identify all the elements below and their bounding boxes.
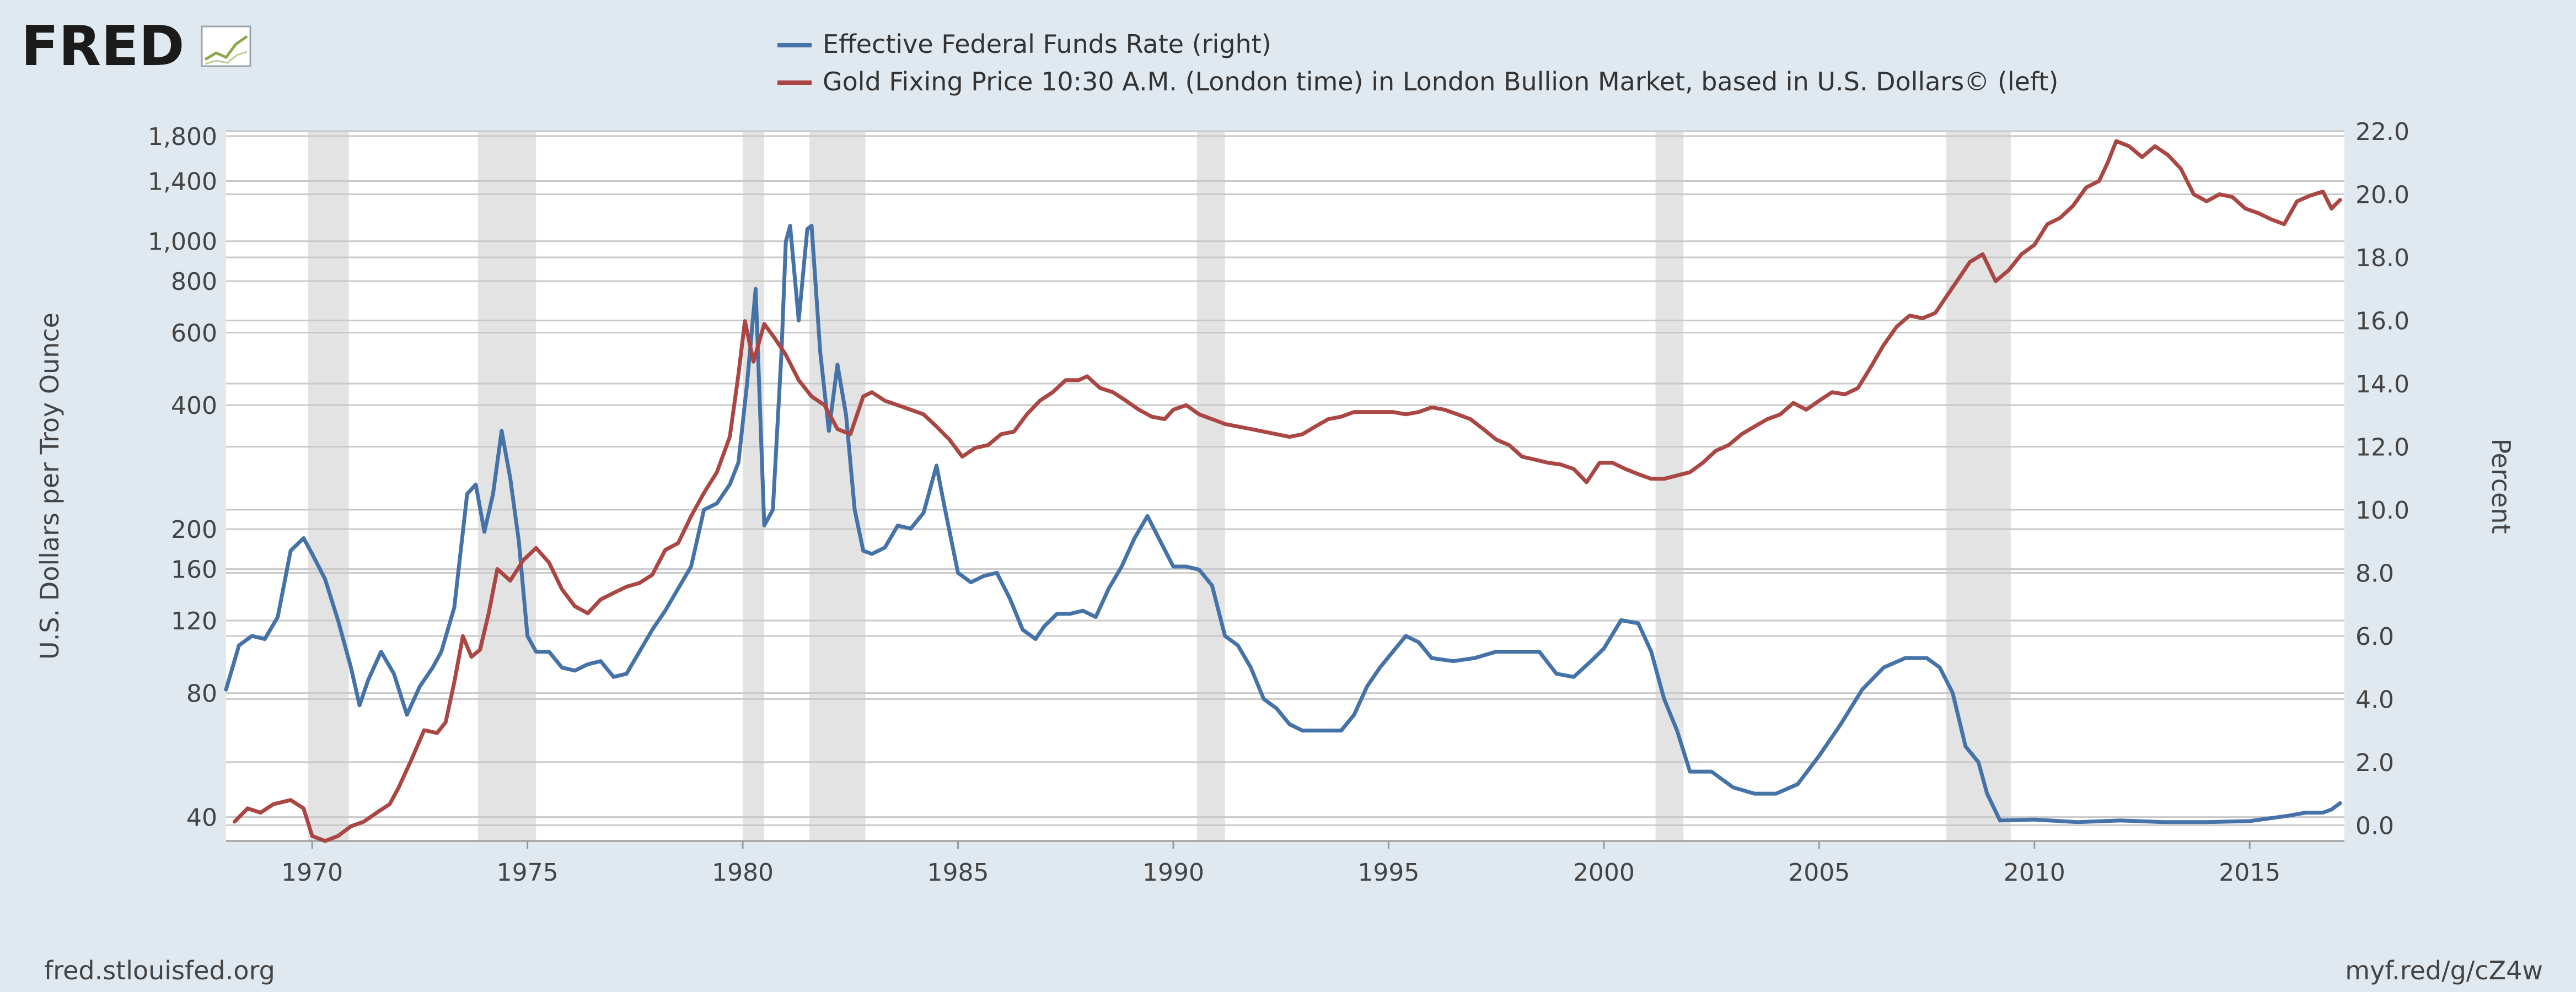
fred-logo-text: FRED (21, 14, 185, 78)
left-tick-label: 600 (171, 320, 217, 348)
right-tick-label: 14.0 (2355, 370, 2409, 398)
legend-label-fed-funds: Effective Federal Funds Rate (right) (823, 29, 1271, 59)
legend-item-fed-funds[interactable]: Effective Federal Funds Rate (right) (777, 29, 1271, 59)
legend: Effective Federal Funds Rate (right) Gol… (777, 29, 2058, 96)
right-axis-title: Percent (2486, 438, 2516, 533)
right-tick-label: 10.0 (2355, 497, 2409, 525)
x-tick-label: 1980 (712, 859, 774, 887)
series-lines (224, 139, 2342, 843)
x-tick-label: 2005 (1788, 859, 1850, 887)
right-tick-label: 20.0 (2355, 181, 2409, 209)
right-tick-label: 18.0 (2355, 244, 2409, 272)
left-tick-label: 1,000 (148, 228, 217, 256)
x-tick-label: 2010 (2004, 859, 2065, 887)
recession-band (1946, 131, 2011, 841)
recession-band (308, 131, 349, 841)
left-axis-ticks: 40 80 120 160 200 400 600 800 1,000 1,400 1,800 (148, 123, 217, 832)
source-link-fred[interactable]: fred.stlouisfed.org (44, 956, 275, 985)
left-tick-label: 160 (171, 556, 217, 584)
x-tick-label: 1990 (1142, 859, 1204, 887)
short-url-link[interactable]: myf.red/g/cZ4w (2345, 956, 2543, 985)
gridlines (226, 130, 2344, 842)
right-axis-ticks: 0.0 2.0 4.0 6.0 8.0 10.0 12.0 14.0 16.0 18.0 20.0 2… (2355, 118, 2409, 840)
left-tick-label: 120 (171, 607, 217, 635)
recession-band (1655, 131, 1684, 841)
x-tick-label: 1995 (1357, 859, 1419, 887)
series-line-gold[interactable] (233, 139, 2342, 843)
x-tick-label: 1975 (497, 859, 559, 887)
x-tick-label: 2015 (2219, 859, 2280, 887)
right-tick-label: 16.0 (2355, 307, 2409, 335)
x-tick-label: 2000 (1573, 859, 1635, 887)
series-line-fed-funds[interactable] (224, 224, 2342, 824)
recession-bands (308, 131, 2011, 841)
right-tick-label: 0.0 (2355, 812, 2394, 840)
left-tick-label: 1,400 (148, 168, 217, 196)
right-tick-label: 2.0 (2355, 749, 2394, 777)
left-tick-label: 80 (186, 680, 217, 708)
right-tick-label: 8.0 (2355, 559, 2394, 587)
recession-band (477, 131, 536, 841)
left-tick-label: 200 (171, 516, 217, 544)
legend-label-gold: Gold Fixing Price 10:30 A.M. (London tim… (823, 67, 2058, 96)
plot-area (226, 131, 2344, 841)
left-tick-label: 1,800 (148, 123, 217, 151)
right-tick-label: 22.0 (2355, 118, 2409, 146)
fred-logo-chart-icon (201, 25, 251, 67)
right-tick-label: 4.0 (2355, 686, 2394, 714)
recession-band (1196, 131, 1225, 841)
recession-band (743, 131, 765, 841)
right-tick-label: 6.0 (2355, 623, 2394, 651)
left-tick-label: 40 (186, 804, 217, 832)
legend-item-gold[interactable]: Gold Fixing Price 10:30 A.M. (London tim… (777, 67, 2058, 96)
x-axis-ticks: 1970 1975 1980 1985 1990 1995 2000 2005 2010 2015 (281, 841, 2280, 887)
x-tick-label: 1970 (281, 859, 343, 887)
left-tick-label: 400 (171, 392, 217, 420)
fred-logo[interactable]: FRED (21, 14, 251, 78)
left-tick-label: 800 (171, 268, 217, 296)
left-axis-title: U.S. Dollars per Troy Ounce (35, 312, 65, 660)
x-tick-label: 1985 (927, 859, 989, 887)
recession-band (809, 131, 866, 841)
right-tick-label: 12.0 (2355, 433, 2409, 461)
